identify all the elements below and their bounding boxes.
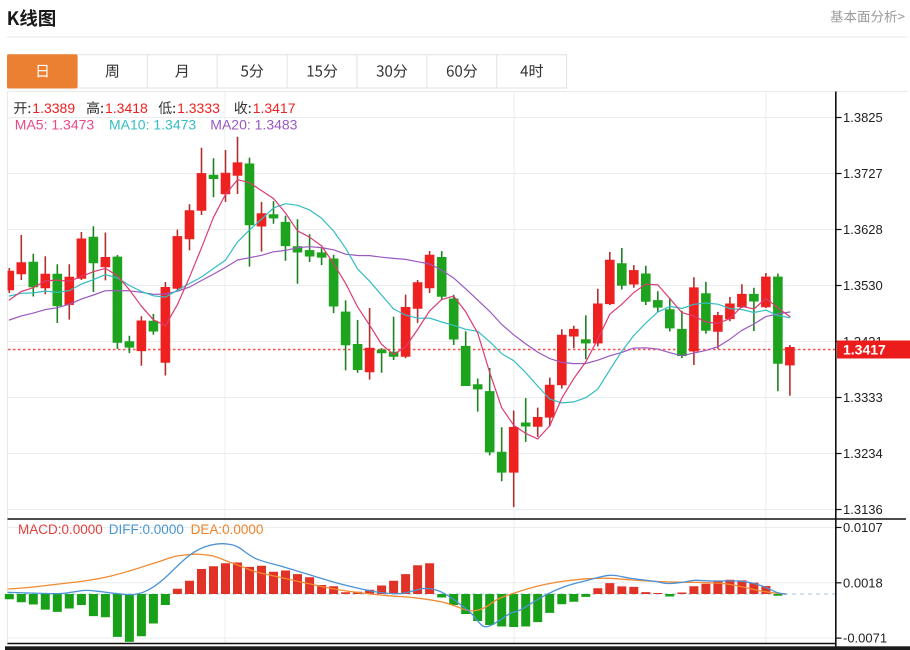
svg-text:1.3136: 1.3136 <box>843 502 883 517</box>
svg-text:1.3727: 1.3727 <box>843 166 883 181</box>
svg-text:MA20: 1.3483: MA20: 1.3483 <box>210 117 297 133</box>
svg-text:DEA:0.0000: DEA:0.0000 <box>191 522 264 537</box>
svg-text:1.3825: 1.3825 <box>843 110 883 125</box>
svg-text:1.3389: 1.3389 <box>32 100 75 116</box>
svg-text:DIFF:0.0000: DIFF:0.0000 <box>109 522 184 537</box>
svg-text:0.0107: 0.0107 <box>843 520 883 535</box>
svg-text:1.3530: 1.3530 <box>843 278 883 293</box>
svg-text:0.0018: 0.0018 <box>843 575 883 590</box>
svg-text:1.3418: 1.3418 <box>105 100 148 116</box>
svg-text:1.3333: 1.3333 <box>843 390 883 405</box>
svg-text:MA5: 1.3473: MA5: 1.3473 <box>15 117 95 133</box>
svg-text:1.3333: 1.3333 <box>177 100 220 116</box>
svg-text:1.3234: 1.3234 <box>843 446 883 461</box>
svg-text:1.3417: 1.3417 <box>843 342 886 358</box>
svg-text:MA10: 1.3473: MA10: 1.3473 <box>109 117 196 133</box>
svg-text:MACD:0.0000: MACD:0.0000 <box>18 522 103 537</box>
svg-text:1.3417: 1.3417 <box>253 100 296 116</box>
svg-text:-0.0071: -0.0071 <box>843 631 887 646</box>
svg-text:1.3628: 1.3628 <box>843 222 883 237</box>
